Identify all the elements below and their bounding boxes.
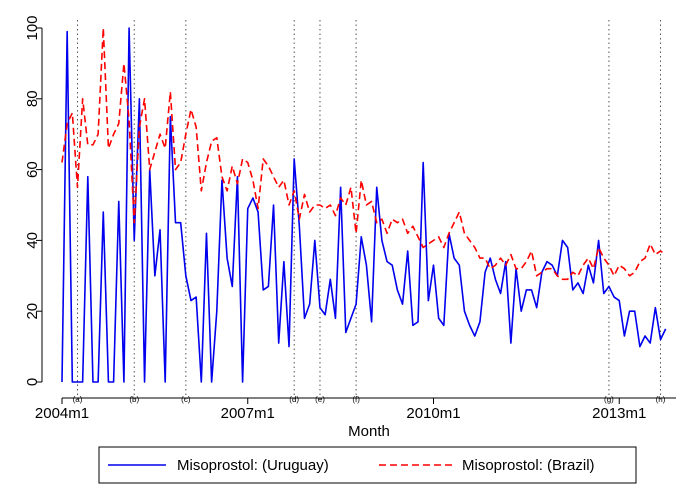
event-label: (c) bbox=[181, 395, 191, 404]
legend-label: Misoprostol: (Uruguay) bbox=[177, 457, 329, 474]
y-tick-label: 100 bbox=[24, 15, 41, 40]
x-tick-label: 2013m1 bbox=[592, 405, 646, 422]
y-tick-label: 40 bbox=[24, 232, 41, 249]
y-tick-label: 80 bbox=[24, 90, 41, 107]
event-label: (g) bbox=[604, 395, 614, 404]
x-axis-title: Month bbox=[348, 423, 390, 440]
x-tick-label: 2007m1 bbox=[221, 405, 275, 422]
series-brazil-line bbox=[61, 27, 667, 281]
event-label: (e) bbox=[315, 395, 325, 404]
event-label: (b) bbox=[129, 395, 139, 404]
legend-box bbox=[98, 446, 637, 484]
data-series bbox=[61, 27, 667, 383]
event-label: (h) bbox=[656, 395, 666, 404]
y-tick-label: 60 bbox=[24, 161, 41, 178]
legend-label: Misoprostol: (Brazil) bbox=[462, 457, 595, 474]
event-label: (d) bbox=[289, 395, 299, 404]
y-tick-label: 0 bbox=[24, 378, 41, 386]
x-tick-label: 2004m1 bbox=[35, 405, 89, 422]
event-label: (f) bbox=[352, 395, 360, 404]
series-uruguay-line bbox=[61, 27, 667, 383]
axes: 0 20 40 60 80 100 2004m1 2007m1 2010m1 2013m1 bbox=[24, 15, 676, 422]
legend: Misoprostol: (Uruguay) Misoprostol: (Braz… bbox=[98, 446, 637, 484]
x-tick-label: 2010m1 bbox=[406, 405, 460, 422]
event-label: (a) bbox=[73, 395, 83, 404]
y-tick-label: 20 bbox=[24, 303, 41, 320]
